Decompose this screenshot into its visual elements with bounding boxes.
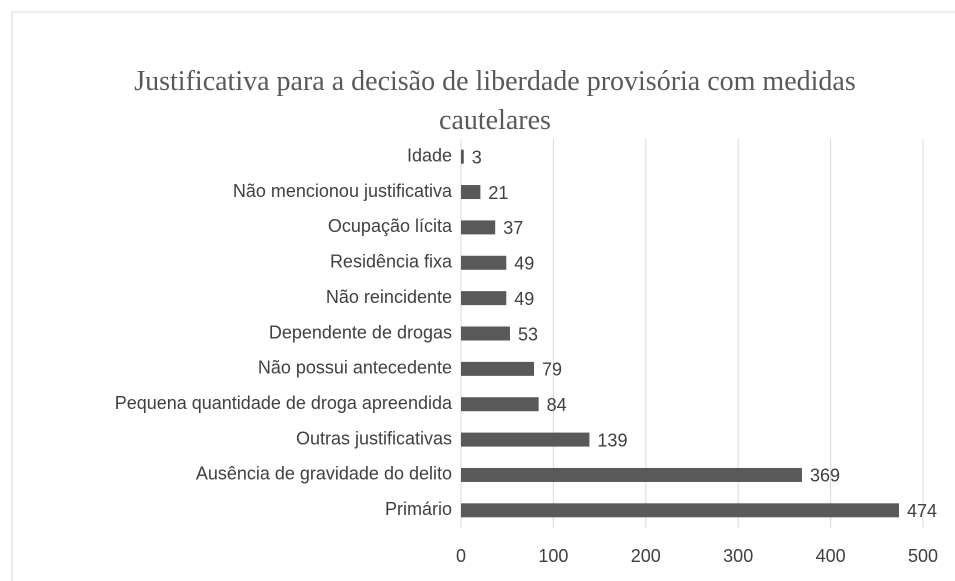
y-tick-label: Dependente de drogas xyxy=(269,322,452,342)
x-tick-label: 0 xyxy=(456,546,466,566)
data-label: 49 xyxy=(514,289,534,309)
data-label: 49 xyxy=(514,254,534,274)
bar xyxy=(461,467,802,482)
y-tick-label: Primário xyxy=(385,499,452,519)
bar xyxy=(461,361,534,376)
y-tick-label: Idade xyxy=(407,145,452,165)
data-label: 139 xyxy=(597,430,627,450)
x-tick-label: 100 xyxy=(538,546,568,566)
data-label: 53 xyxy=(518,324,538,344)
y-tick-label: Ocupação lícita xyxy=(328,216,453,236)
x-tick-label: 300 xyxy=(723,546,753,566)
data-label: 79 xyxy=(542,360,562,380)
data-label: 3 xyxy=(472,147,482,167)
y-tick-label: Pequena quantidade de droga apreendida xyxy=(115,393,453,413)
bar xyxy=(461,397,539,412)
x-tick-label: 400 xyxy=(816,546,846,566)
y-tick-label: Outras justificativas xyxy=(296,428,452,448)
bar xyxy=(461,220,496,235)
x-tick-label: 500 xyxy=(908,546,938,566)
x-tick-label: 200 xyxy=(631,546,661,566)
bar xyxy=(461,503,899,518)
chart-title: Justificativa para a decisão de liberdad… xyxy=(134,66,856,136)
bar xyxy=(461,185,481,200)
data-label: 37 xyxy=(503,218,523,238)
y-tick-label: Não possui antecedente xyxy=(258,358,452,378)
y-tick-label: Não mencionou justificativa xyxy=(233,181,453,201)
bar xyxy=(461,291,507,306)
data-label: 474 xyxy=(907,501,937,521)
data-label: 21 xyxy=(488,183,508,203)
data-label: 369 xyxy=(810,466,840,486)
bar xyxy=(461,432,590,447)
bar xyxy=(461,326,510,341)
y-tick-label: Não reincidente xyxy=(326,287,452,307)
data-label: 84 xyxy=(547,395,567,415)
y-tick-label: Ausência de gravidade do delito xyxy=(196,464,452,484)
bar xyxy=(461,149,464,164)
bar xyxy=(461,255,507,270)
y-tick-label: Residência fixa xyxy=(330,252,453,272)
